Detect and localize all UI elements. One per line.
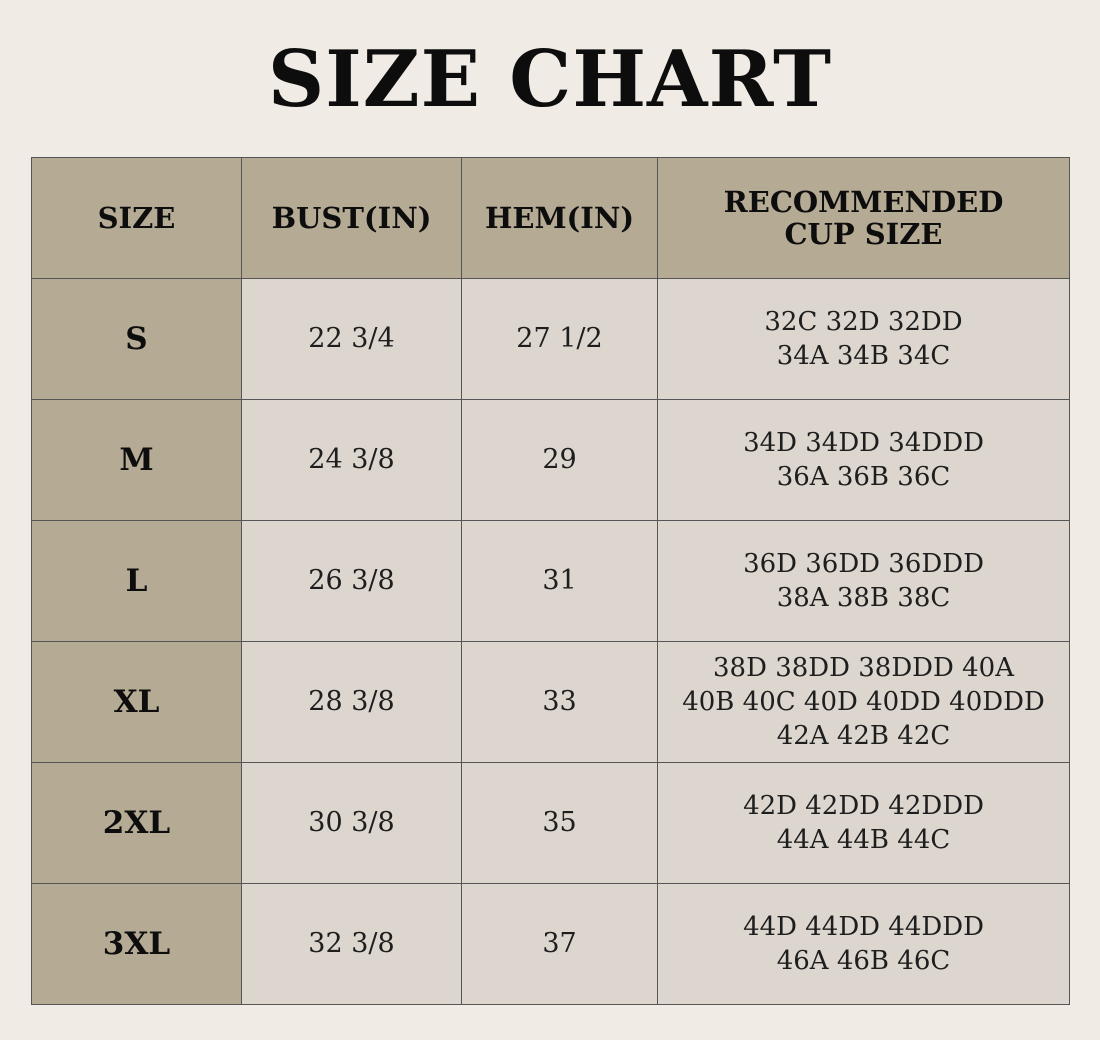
size-cell: 3XL	[31, 883, 242, 1005]
bust-cell: 32 3/8	[241, 883, 462, 1005]
bust-cell: 30 3/8	[241, 762, 462, 884]
cup-size-cell: 42D 42DD 42DDD 44A 44B 44C	[657, 762, 1070, 884]
hem-cell: 33	[461, 641, 658, 763]
page-title: SIZE CHART	[267, 34, 833, 125]
cup-size-cell: 32C 32D 32DD 34A 34B 34C	[657, 278, 1070, 400]
hem-cell: 29	[461, 399, 658, 521]
table-row: L 26 3/8 31 36D 36DD 36DDD 38A 38B 38C	[31, 520, 1070, 642]
size-cell: XL	[31, 641, 242, 763]
cup-size-cell: 44D 44DD 44DDD 46A 46B 46C	[657, 883, 1070, 1005]
table-row: S 22 3/4 27 1/2 32C 32D 32DD 34A 34B 34C	[31, 278, 1070, 400]
hem-cell: 37	[461, 883, 658, 1005]
size-cell: M	[31, 399, 242, 521]
size-cell: S	[31, 278, 242, 400]
header-cup-size: RECOMMENDED CUP SIZE	[657, 157, 1070, 279]
size-cell: 2XL	[31, 762, 242, 884]
header-hem: HEM(IN)	[461, 157, 658, 279]
size-chart-table: SIZE BUST(IN) HEM(IN) RECOMMENDED CUP SI…	[31, 157, 1070, 1005]
hem-cell: 35	[461, 762, 658, 884]
header-bust: BUST(IN)	[241, 157, 462, 279]
table-row: XL 28 3/8 33 38D 38DD 38DDD 40A 40B 40C 40D…	[31, 641, 1070, 763]
bust-cell: 28 3/8	[241, 641, 462, 763]
table-row: 2XL 30 3/8 35 42D 42DD 42DDD 44A 44B 44C	[31, 762, 1070, 884]
size-cell: L	[31, 520, 242, 642]
hem-cell: 27 1/2	[461, 278, 658, 400]
table-row: M 24 3/8 29 34D 34DD 34DDD 36A 36B 36C	[31, 399, 1070, 521]
cup-size-cell: 36D 36DD 36DDD 38A 38B 38C	[657, 520, 1070, 642]
cup-size-cell: 34D 34DD 34DDD 36A 36B 36C	[657, 399, 1070, 521]
header-size: SIZE	[31, 157, 242, 279]
hem-cell: 31	[461, 520, 658, 642]
cup-size-cell: 38D 38DD 38DDD 40A 40B 40C 40D 40DD 40DD…	[657, 641, 1070, 763]
header-row: SIZE BUST(IN) HEM(IN) RECOMMENDED CUP SI…	[31, 157, 1070, 279]
bust-cell: 22 3/4	[241, 278, 462, 400]
bust-cell: 26 3/8	[241, 520, 462, 642]
table-row: 3XL 32 3/8 37 44D 44DD 44DDD 46A 46B 46C	[31, 883, 1070, 1005]
bust-cell: 24 3/8	[241, 399, 462, 521]
